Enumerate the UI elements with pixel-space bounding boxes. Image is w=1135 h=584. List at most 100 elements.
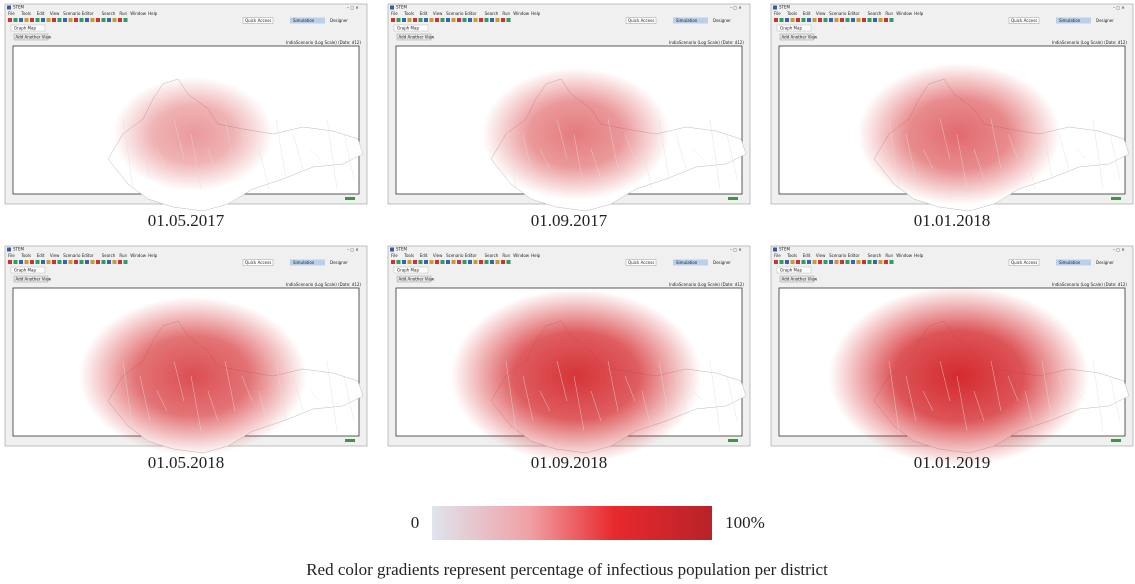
toolbar-icon[interactable] [890,260,894,264]
toolbar-icon[interactable] [14,18,18,22]
toolbar-icon[interactable] [36,260,40,264]
toolbar-icon[interactable] [413,18,417,22]
toolbar-icon[interactable] [69,18,73,22]
toolbar-icon[interactable] [41,260,45,264]
toolbar-icon[interactable] [424,18,428,22]
toolbar-icon[interactable] [397,260,401,264]
menu-item[interactable]: Scenario Editor [63,11,94,16]
toolbar-icon[interactable] [96,260,100,264]
toolbar-icon[interactable] [8,260,12,264]
toolbar-icon[interactable] [818,260,822,264]
toolbar-icon[interactable] [479,18,483,22]
toolbar-icon[interactable] [47,260,51,264]
toolbar-icon[interactable] [840,18,844,22]
toolbar-icon[interactable] [446,260,450,264]
toolbar-icon[interactable] [501,260,505,264]
menu-item[interactable]: Search [485,11,499,16]
toolbar-icon[interactable] [430,18,434,22]
toolbar-icon[interactable] [884,260,888,264]
toolbar-icon[interactable] [507,18,511,22]
menu-item[interactable]: Tools [403,253,414,258]
toolbar-icon[interactable] [19,18,23,22]
toolbar-icon[interactable] [47,18,51,22]
toolbar-icon[interactable] [862,260,866,264]
toolbar-icon[interactable] [58,18,62,22]
menu-item[interactable]: Search [868,11,882,16]
toolbar-icon[interactable] [419,260,423,264]
menu-item[interactable]: File [8,11,15,16]
toolbar-icon[interactable] [490,260,494,264]
menu-item[interactable]: Scenario Editor [63,253,94,258]
menu-item[interactable]: Window [896,253,913,258]
menu-item[interactable]: Edit [420,11,428,16]
menu-item[interactable]: Tools [403,11,414,16]
menu-item[interactable]: File [8,253,15,258]
toolbar-icon[interactable] [829,18,833,22]
toolbar-icon[interactable] [52,260,56,264]
toolbar-icon[interactable] [96,18,100,22]
toolbar-icon[interactable] [25,260,29,264]
toolbar-icon[interactable] [424,260,428,264]
toolbar-icon[interactable] [63,18,67,22]
toolbar-icon[interactable] [446,18,450,22]
toolbar-icon[interactable] [80,18,84,22]
toolbar-icon[interactable] [30,260,34,264]
toolbar-icon[interactable] [452,260,456,264]
toolbar-icon[interactable] [419,18,423,22]
menu-item[interactable]: Scenario Editor [446,11,477,16]
toolbar-icon[interactable] [435,260,439,264]
toolbar-icon[interactable] [435,18,439,22]
toolbar-icon[interactable] [474,18,478,22]
toolbar-icon[interactable] [862,18,866,22]
toolbar-icon[interactable] [91,18,95,22]
toolbar-icon[interactable] [107,260,111,264]
menu-item[interactable]: Window [130,11,147,16]
toolbar-icon[interactable] [19,260,23,264]
toolbar-icon[interactable] [118,18,122,22]
toolbar-icon[interactable] [796,18,800,22]
toolbar-icon[interactable] [796,260,800,264]
menu-item[interactable]: Window [513,11,530,16]
toolbar-icon[interactable] [80,260,84,264]
menu-item[interactable]: Tools [20,11,31,16]
toolbar-icon[interactable] [479,260,483,264]
toolbar-icon[interactable] [873,260,877,264]
menu-item[interactable]: Run [502,11,510,16]
toolbar-icon[interactable] [30,18,34,22]
toolbar-icon[interactable] [485,18,489,22]
toolbar-icon[interactable] [14,260,18,264]
toolbar-icon[interactable] [457,260,461,264]
menu-item[interactable]: View [50,11,60,16]
toolbar-icon[interactable] [413,260,417,264]
menu-item[interactable]: Edit [803,253,811,258]
toolbar-icon[interactable] [791,18,795,22]
toolbar-icon[interactable] [835,18,839,22]
menu-item[interactable]: Scenario Editor [829,11,860,16]
toolbar-icon[interactable] [501,18,505,22]
toolbar-icon[interactable] [113,260,117,264]
toolbar-icon[interactable] [840,260,844,264]
toolbar-icon[interactable] [774,260,778,264]
toolbar-icon[interactable] [430,260,434,264]
menu-item[interactable]: File [391,253,398,258]
toolbar-icon[interactable] [25,18,29,22]
toolbar-icon[interactable] [74,18,78,22]
menu-item[interactable]: Run [119,11,127,16]
toolbar-icon[interactable] [884,18,888,22]
menu-item[interactable]: Window [896,11,913,16]
toolbar-icon[interactable] [846,260,850,264]
toolbar-icon[interactable] [851,260,855,264]
toolbar-icon[interactable] [52,18,56,22]
menu-item[interactable]: View [816,11,826,16]
menu-item[interactable]: File [774,253,781,258]
toolbar-icon[interactable] [868,18,872,22]
toolbar-icon[interactable] [879,260,883,264]
toolbar-icon[interactable] [69,260,73,264]
toolbar-icon[interactable] [785,18,789,22]
menu-item[interactable]: Search [485,253,499,258]
toolbar-icon[interactable] [58,260,62,264]
toolbar-icon[interactable] [457,18,461,22]
toolbar-icon[interactable] [807,18,811,22]
menu-item[interactable]: View [816,253,826,258]
toolbar-icon[interactable] [496,18,500,22]
